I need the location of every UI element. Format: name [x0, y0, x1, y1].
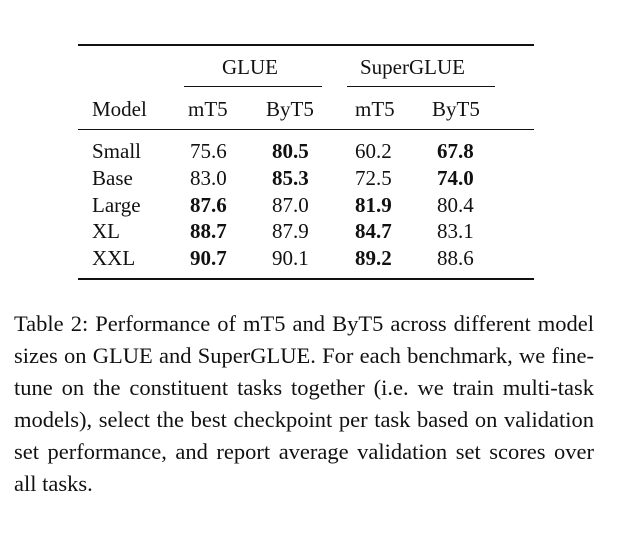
- cell-small-glue-mt5: 75.6: [190, 139, 227, 163]
- group-header-glue: GLUE: [222, 55, 278, 79]
- cell-large-superglue-byt5: 80.4: [437, 193, 474, 217]
- row-model-xl: XL: [92, 219, 120, 243]
- cell-large-superglue-mt5: 81.9: [355, 193, 392, 217]
- superglue-group-rule: [347, 86, 495, 87]
- cell-small-superglue-byt5: 67.8: [437, 139, 474, 163]
- row-model-large: Large: [92, 193, 141, 217]
- column-header-superglue-mt5: mT5: [355, 97, 395, 121]
- table-header-rule: [78, 129, 534, 130]
- table-top-rule: [78, 44, 534, 46]
- group-header-superglue: SuperGLUE: [360, 55, 465, 79]
- glue-group-rule: [184, 86, 322, 87]
- cell-base-glue-mt5: 83.0: [190, 166, 227, 190]
- row-model-small: Small: [92, 139, 142, 163]
- table-bottom-rule: [78, 278, 534, 280]
- cell-small-glue-byt5: 80.5: [272, 139, 309, 163]
- cell-large-glue-mt5: 87.6: [190, 193, 227, 217]
- cell-xxl-glue-byt5: 90.1: [272, 246, 309, 270]
- column-header-superglue-byt5: ByT5: [432, 97, 480, 121]
- row-model-base: Base: [92, 166, 133, 190]
- cell-large-glue-byt5: 87.0: [272, 193, 309, 217]
- cell-base-superglue-mt5: 72.5: [355, 166, 392, 190]
- cell-small-superglue-mt5: 60.2: [355, 139, 392, 163]
- cell-xl-superglue-mt5: 84.7: [355, 219, 392, 243]
- row-model-xxl: XXL: [92, 246, 136, 270]
- cell-xl-superglue-byt5: 83.1: [437, 219, 474, 243]
- cell-xxl-glue-mt5: 90.7: [190, 246, 227, 270]
- cell-xxl-superglue-mt5: 89.2: [355, 246, 392, 270]
- table-caption: Table 2: Performance of mT5 and ByT5 acr…: [14, 311, 594, 496]
- cell-base-glue-byt5: 85.3: [272, 166, 309, 190]
- column-header-glue-byt5: ByT5: [266, 97, 314, 121]
- column-header-glue-mt5: mT5: [188, 97, 228, 121]
- cell-xl-glue-mt5: 88.7: [190, 219, 227, 243]
- cell-xl-glue-byt5: 87.9: [272, 219, 309, 243]
- cell-base-superglue-byt5: 74.0: [437, 166, 474, 190]
- cell-xxl-superglue-byt5: 88.6: [437, 246, 474, 270]
- column-header-model: Model: [92, 97, 147, 121]
